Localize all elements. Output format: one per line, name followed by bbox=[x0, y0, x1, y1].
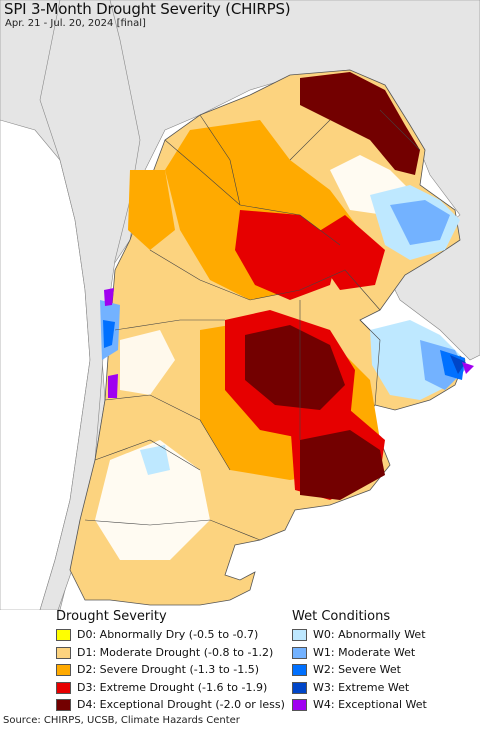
legend-swatch bbox=[292, 663, 307, 676]
d2-area bbox=[128, 170, 175, 250]
legend-swatch bbox=[56, 663, 71, 676]
legend-item-d2: D2: Severe Drought (-1.3 to -1.5) bbox=[56, 662, 259, 677]
admin-borders bbox=[84, 109, 421, 541]
legend-label: W1: Moderate Wet bbox=[313, 646, 416, 659]
legend-item-w4: W4: Exceptional Wet bbox=[292, 697, 427, 712]
drought-legend-heading: Drought Severity bbox=[56, 609, 167, 624]
legend-item-d4: D4: Exceptional Drought (-2.0 or less) bbox=[56, 697, 285, 712]
drought-map bbox=[0, 0, 480, 610]
w1-area bbox=[390, 200, 450, 245]
d3-area bbox=[235, 210, 340, 300]
legend-label: D2: Severe Drought (-1.3 to -1.5) bbox=[77, 663, 260, 676]
legend-label: D4: Exceptional Drought (-2.0 or less) bbox=[77, 698, 285, 711]
legend-label: D0: Abnormally Dry (-0.5 to -0.7) bbox=[77, 628, 259, 641]
legend-item-d0: D0: Abnormally Dry (-0.5 to -0.7) bbox=[56, 627, 258, 642]
legend-label: W2: Severe Wet bbox=[313, 663, 401, 676]
legend-label: D3: Extreme Drought (-1.6 to -1.9) bbox=[77, 681, 268, 694]
w4-area bbox=[462, 362, 474, 374]
normal-area bbox=[95, 440, 210, 560]
w4-area bbox=[104, 288, 114, 306]
legend-swatch bbox=[292, 698, 307, 711]
legend-item-w2: W2: Severe Wet bbox=[292, 662, 401, 677]
legend-label: D1: Moderate Drought (-0.8 to -1.2) bbox=[77, 646, 274, 659]
d4-area bbox=[300, 72, 420, 175]
legend-swatch bbox=[56, 646, 71, 659]
w3-area bbox=[450, 355, 466, 374]
d4-area bbox=[300, 430, 385, 500]
legend-label: W3: Extreme Wet bbox=[313, 681, 410, 694]
source-credit: Source: CHIRPS, UCSB, Climate Hazards Ce… bbox=[3, 715, 240, 726]
w4-area bbox=[108, 374, 118, 398]
legend-label: W0: Abnormally Wet bbox=[313, 628, 426, 641]
map-title: SPI 3-Month Drought Severity (CHIRPS) bbox=[4, 0, 291, 18]
legend-swatch bbox=[56, 628, 71, 641]
legend-swatch bbox=[292, 646, 307, 659]
legend-item-w3: W3: Extreme Wet bbox=[292, 680, 409, 695]
w0-area bbox=[140, 445, 170, 475]
legend-swatch bbox=[292, 628, 307, 641]
legend-swatch bbox=[56, 698, 71, 711]
legend-swatch bbox=[56, 681, 71, 694]
wet-legend-heading: Wet Conditions bbox=[292, 609, 391, 624]
legend-item-d1: D1: Moderate Drought (-0.8 to -1.2) bbox=[56, 645, 273, 660]
legend-item-w0: W0: Abnormally Wet bbox=[292, 627, 426, 642]
legend-item-w1: W1: Moderate Wet bbox=[292, 645, 415, 660]
w2-area bbox=[103, 320, 115, 348]
legend-item-d3: D3: Extreme Drought (-1.6 to -1.9) bbox=[56, 680, 267, 695]
legend-swatch bbox=[292, 681, 307, 694]
normal-area bbox=[120, 330, 175, 395]
map-subtitle: Apr. 21 - Jul. 20, 2024 [final] bbox=[5, 18, 146, 29]
legend-label: W4: Exceptional Wet bbox=[313, 698, 427, 711]
d4-area bbox=[245, 325, 345, 410]
